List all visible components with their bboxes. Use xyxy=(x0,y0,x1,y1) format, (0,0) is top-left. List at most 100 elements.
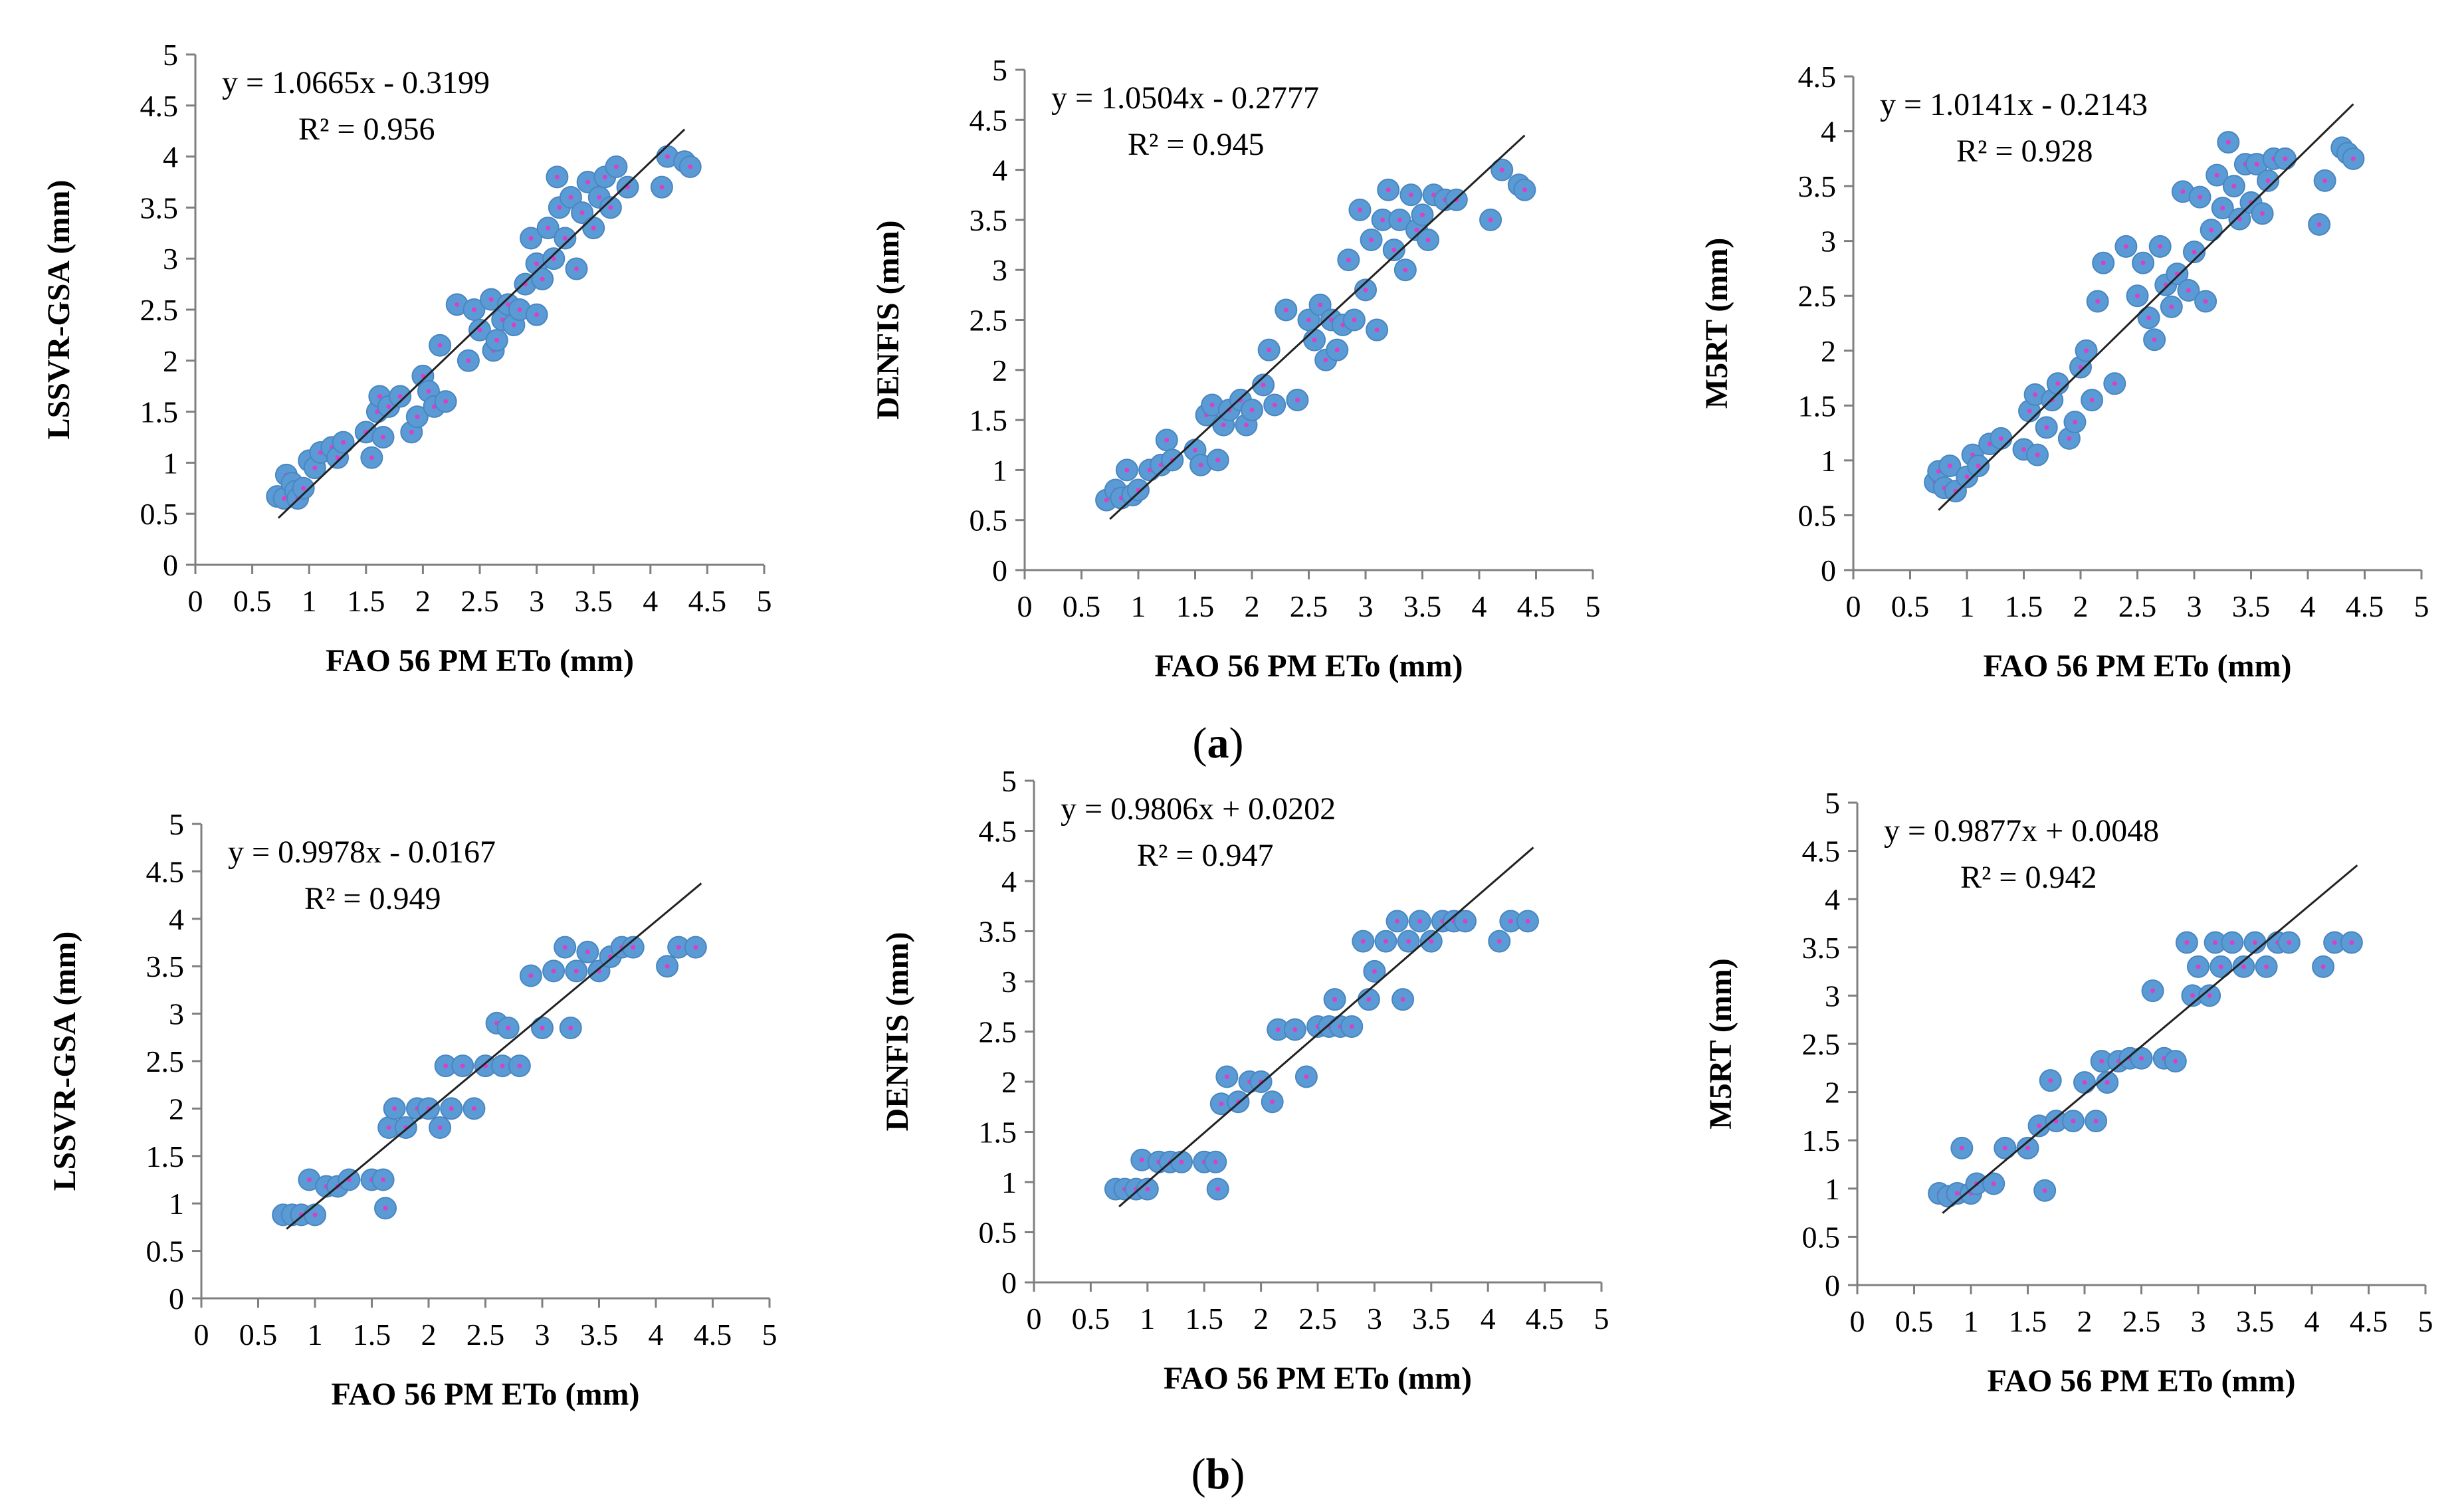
chart-6-y-tick-label: 1 xyxy=(1825,1172,1840,1206)
chart-1-data-point-center xyxy=(568,195,573,200)
chart-5-data-point-center xyxy=(1366,997,1372,1002)
chart-1-y-tick-label: 0 xyxy=(163,548,178,582)
chart-2-data-point-center xyxy=(1198,462,1203,468)
chart-4-y-axis-title: LSSVR-GSA (mm) xyxy=(47,932,82,1191)
chart-5-y-tick-label: 0.5 xyxy=(979,1216,1017,1250)
chart-b-denfis: 0 0.5 1 1.5 2 2.5 3 3.5 4 4.5 5 0 0.5 1 1.5 2 2.5 3 3.5 4 4.… xyxy=(880,764,1609,1396)
chart-2-equation: y = 1.0504x - 0.2777 xyxy=(1051,80,1319,116)
chart-2-x-tick-label: 0 xyxy=(1017,589,1033,623)
chart-4-trendline xyxy=(286,882,702,1230)
chart-2-data-point-center xyxy=(1334,348,1340,353)
chart-4-data-point-center xyxy=(392,1106,397,1111)
chart-6-data-point-center xyxy=(2173,1058,2178,1064)
chart-6-x-tick-label: 1.5 xyxy=(2009,1304,2047,1338)
chart-5-data-point-center xyxy=(1395,918,1400,924)
chart-5-data-point-center xyxy=(1406,939,1411,944)
chart-3-data-point-center xyxy=(2072,419,2077,425)
chart-4-data-point-center xyxy=(693,945,698,950)
chart-3-data-point-center xyxy=(2084,348,2089,353)
chart-4-y-tick-label: 2 xyxy=(169,1092,184,1126)
chart-6-data-point-center xyxy=(2099,1058,2105,1064)
chart-3-data-point-center xyxy=(1998,436,2003,441)
chart-4-data-point-center xyxy=(449,1106,454,1111)
chart-5-x-tick-label: 4 xyxy=(1481,1302,1496,1336)
chart-3-x-tick-label: 0 xyxy=(1846,589,1861,623)
chart-5-data-point-center xyxy=(1145,1187,1150,1192)
chart-6-data-point-center xyxy=(2150,988,2156,993)
chart-5-data-point-center xyxy=(1304,1074,1309,1079)
chart-3-data-point-center xyxy=(2209,227,2214,233)
chart-3-data-point-center xyxy=(2067,436,2072,441)
chart-6-data-point-center xyxy=(2071,1118,2076,1124)
chart-6-data-point-center xyxy=(2082,1080,2087,1085)
chart-1-data-point-center xyxy=(341,440,346,445)
chart-5-data-point-center xyxy=(1496,939,1502,944)
chart-3-x-tick-label: 0.5 xyxy=(1891,589,1930,623)
chart-5-data-point-center xyxy=(1372,969,1377,974)
chart-1-data-point-center xyxy=(534,312,540,318)
chart-5-data-point-center xyxy=(1417,918,1423,924)
chart-2-data-point-center xyxy=(1209,403,1215,408)
chart-2-data-point-center xyxy=(1306,318,1311,322)
chart-2-x-tick-label: 3.5 xyxy=(1403,589,1442,623)
chart-3-data-point-center xyxy=(2112,381,2117,386)
chart-4-y-tick-label: 0 xyxy=(169,1282,184,1316)
chart-6-trendline xyxy=(1942,864,2358,1214)
chart-5-y-tick-label: 2 xyxy=(1001,1065,1017,1099)
chart-2-data-point-center xyxy=(1323,357,1328,363)
chart-6-x-tick-label: 5 xyxy=(2418,1304,2433,1338)
chart-4-data-point-center xyxy=(517,1063,522,1068)
chart-4-y-tick-label: 0.5 xyxy=(146,1235,185,1268)
chart-3-data-point-center xyxy=(2322,178,2328,183)
chart-1-data-point-center xyxy=(557,205,562,210)
chart-6-data-point-center xyxy=(2105,1080,2110,1085)
chart-1-data-point-center xyxy=(551,256,556,261)
chart-4-data-point-center xyxy=(573,968,579,973)
chart-1-data-point-center xyxy=(585,179,591,185)
chart-4-x-tick-label: 3.5 xyxy=(580,1318,619,1351)
chart-2-data-point-center xyxy=(1403,267,1408,272)
chart-3-r-squared: R² = 0.928 xyxy=(1956,134,2093,169)
chart-3-y-tick-label: 4 xyxy=(1821,115,1836,149)
chart-1-data-point-center xyxy=(579,210,585,215)
chart-3-data-point-center xyxy=(2021,447,2026,452)
chart-6-data-point-center xyxy=(2196,964,2201,969)
chart-4-y-tick-label: 1.5 xyxy=(146,1140,185,1173)
chart-2-data-point-center xyxy=(1414,227,1419,233)
chart-5-x-tick-label: 5 xyxy=(1594,1302,1609,1336)
chart-2-data-point-center xyxy=(1499,167,1504,173)
chart-1-data-point-center xyxy=(528,235,534,241)
chart-2-data-point-center xyxy=(1267,348,1272,353)
chart-1-r-squared: R² = 0.956 xyxy=(298,112,435,147)
chart-6-data-point-center xyxy=(2139,1056,2144,1061)
chart-1-y-tick-label: 3 xyxy=(163,242,178,276)
chart-1-y-axis-title: LSSVR-GSA (mm) xyxy=(41,180,76,440)
chart-6-y-tick-label: 3.5 xyxy=(1802,931,1841,965)
chart-6-x-tick-label: 3 xyxy=(2191,1304,2206,1338)
chart-4-data-point-center xyxy=(506,1025,511,1031)
chart-3-data-point-center xyxy=(2260,211,2265,216)
chart-1-y-tick-label: 3.5 xyxy=(140,191,179,225)
chart-6-x-tick-label: 3.5 xyxy=(2236,1304,2275,1338)
chart-3-data-point-center xyxy=(2055,381,2061,386)
chart-4-x-tick-label: 0 xyxy=(194,1318,209,1351)
chart-2-data-point-center xyxy=(1488,217,1493,223)
chart-4-data-point-center xyxy=(471,1106,476,1111)
chart-2-x-tick-label: 5 xyxy=(1586,589,1601,623)
panel-label-a-letter: a xyxy=(1207,719,1229,767)
chart-2-data-point-center xyxy=(1386,187,1391,193)
chart-2-y-axis-title: DENFIS (mm) xyxy=(871,221,906,420)
chart-1-x-tick-label: 2 xyxy=(415,584,431,618)
chart-2-x-tick-label: 4 xyxy=(1472,589,1487,623)
chart-2-data-point-center xyxy=(1369,237,1374,243)
chart-4-data-point-center xyxy=(528,973,534,978)
chart-1-data-point-center xyxy=(494,338,500,343)
chart-1-y-tick-label: 2.5 xyxy=(140,293,179,327)
chart-5-y-tick-label: 2.5 xyxy=(979,1015,1017,1049)
chart-1-data-point-center xyxy=(540,276,545,282)
chart-2-x-tick-label: 2 xyxy=(1245,589,1260,623)
chart-3-data-point-center xyxy=(2203,298,2208,304)
chart-4-data-point-center xyxy=(562,945,567,950)
chart-1-x-tick-label: 5 xyxy=(757,584,772,618)
chart-5-y-tick-label: 1.5 xyxy=(979,1116,1017,1149)
